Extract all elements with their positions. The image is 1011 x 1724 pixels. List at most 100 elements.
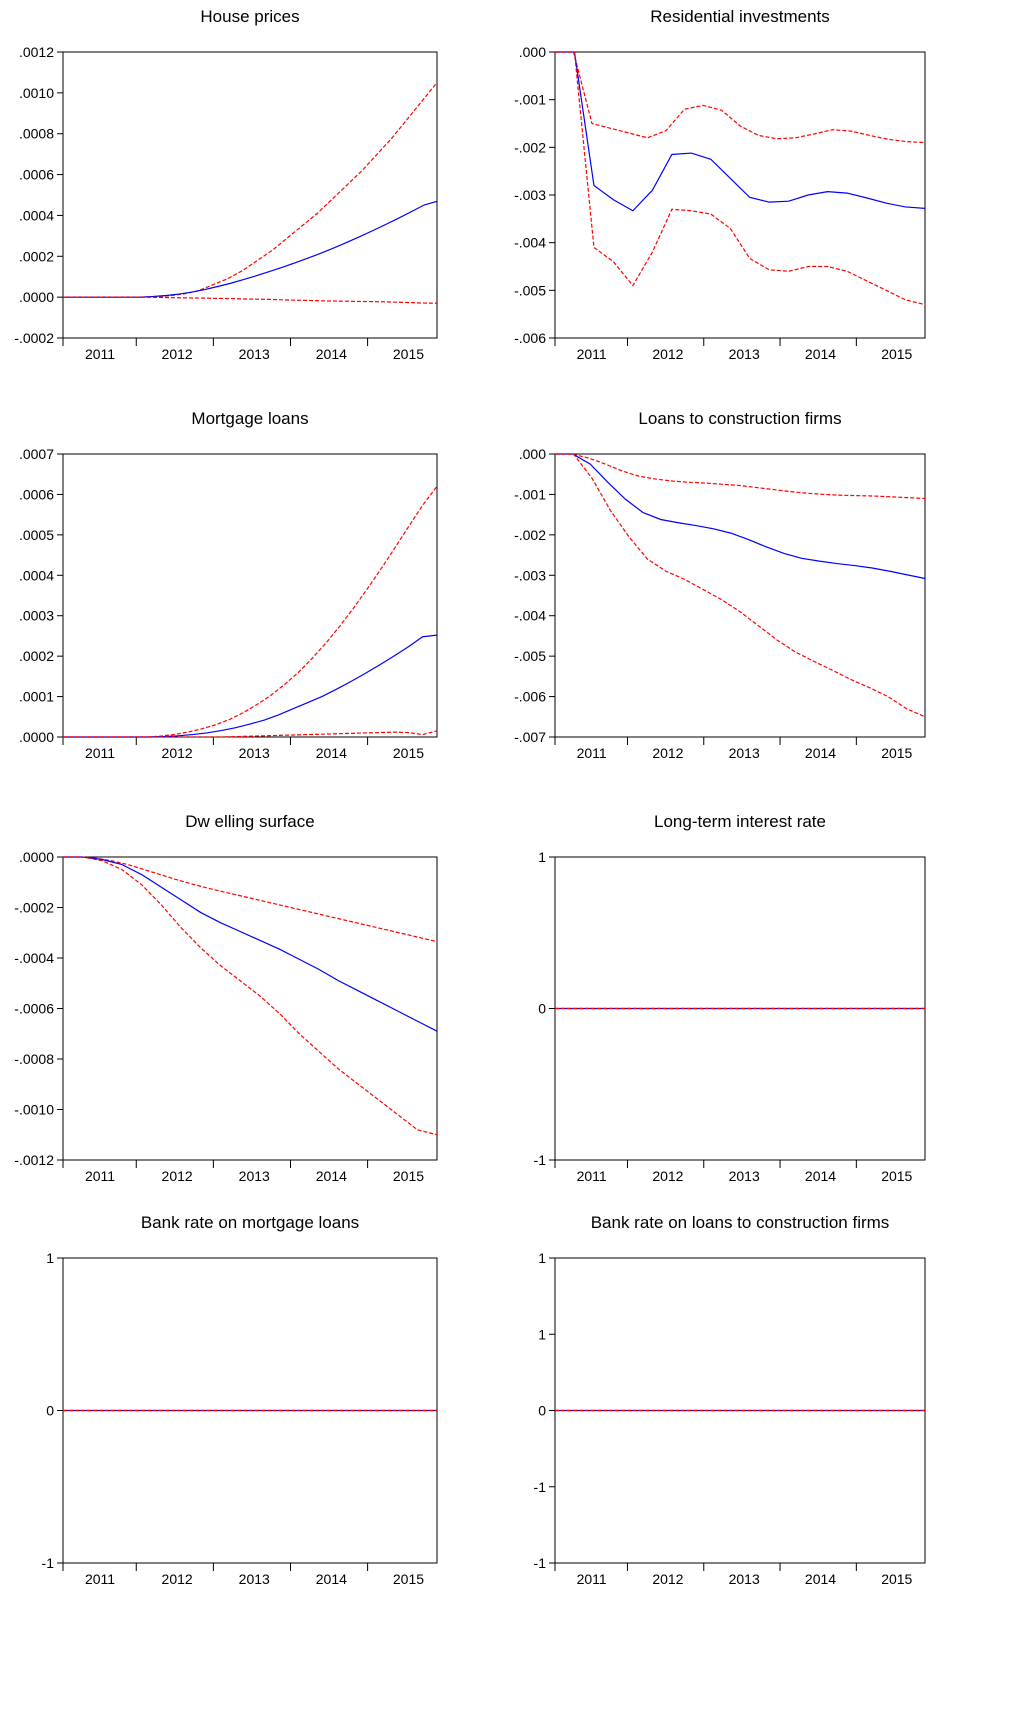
y-tick-label: .0012 (19, 44, 54, 60)
y-tick-label: .0005 (19, 527, 54, 543)
x-tick-label: 2015 (881, 346, 912, 362)
series-line-lower (63, 296, 438, 304)
chart-title: Dw elling surface (185, 812, 314, 831)
series-line-lower (63, 856, 438, 1136)
x-tick-label: 2015 (393, 346, 424, 362)
y-tick-label: .0004 (19, 207, 54, 223)
x-tick-label: 2013 (239, 745, 270, 761)
series-line-upper (555, 453, 926, 500)
x-tick-label: 2015 (393, 1571, 424, 1587)
x-tick-label: 2014 (316, 745, 347, 761)
plot-frame (62, 856, 438, 1161)
y-tick-label: -.005 (514, 282, 546, 298)
y-tick-label: -.001 (514, 92, 546, 108)
chart-panel-4: Loans to construction firms .000 -.001 -.00… (514, 409, 926, 761)
plot-frame (554, 51, 926, 339)
y-tick-label: -.004 (514, 608, 546, 624)
chart-title: Loans to construction firms (638, 409, 841, 428)
y-tick-label: .0000 (19, 729, 54, 745)
y-tick-label: 1 (538, 1250, 546, 1266)
y-tick-label: -.0002 (14, 900, 54, 916)
x-tick-label: 2014 (805, 346, 836, 362)
chart-panel-5: Dw elling surface .0000 -.0002 -.0004 -.0006… (14, 812, 438, 1184)
x-tick-label: 2014 (316, 1168, 347, 1184)
x-tick-label: 2012 (162, 1571, 193, 1587)
y-tick-label: .0010 (19, 85, 54, 101)
series-line-median (63, 856, 438, 1032)
y-tick-label: 1 (538, 849, 546, 865)
plot-frame (554, 453, 926, 738)
chart-title: House prices (200, 7, 299, 26)
y-tick-label: -.006 (514, 330, 546, 346)
y-tick-label: -1 (42, 1555, 55, 1571)
x-tick-label: 2013 (239, 1168, 270, 1184)
y-tick-label: .0000 (19, 289, 54, 305)
chart-panel-7: Bank rate on mortgage loans 1 0 -1 2011 2012 2… (42, 1213, 438, 1587)
x-tick-label: 2014 (805, 745, 836, 761)
plot-frame (62, 453, 438, 738)
y-tick-label: -.006 (514, 689, 546, 705)
y-tick-label: -.0010 (14, 1102, 54, 1118)
y-tick-label: .0004 (19, 567, 54, 583)
x-tick-label: 2014 (316, 346, 347, 362)
chart-title: Bank rate on loans to construction firms (591, 1213, 890, 1232)
x-tick-label: 2011 (577, 1168, 607, 1184)
x-tick-label: 2015 (881, 1168, 912, 1184)
y-tick-label: .0001 (19, 689, 54, 705)
x-tick-label: 2011 (85, 1168, 115, 1184)
series-line-median (63, 634, 438, 738)
chart-panel-3: Mortgage loans .0007 .0006 .0005 .0004 .0003.… (19, 409, 438, 761)
x-tick-label: 2013 (729, 1168, 760, 1184)
x-tick-label: 2013 (729, 346, 760, 362)
y-tick-label: .0007 (19, 446, 54, 462)
y-tick-label: 1 (538, 1326, 546, 1342)
y-tick-label: .0006 (19, 486, 54, 502)
y-tick-label: -.0008 (14, 1051, 54, 1067)
x-tick-label: 2015 (881, 745, 912, 761)
y-tick-label: -.003 (514, 567, 546, 583)
chart-panel-6: Long-term interest rate 1 0 -1 2011 2012 2013 2… (534, 812, 926, 1184)
x-tick-label: 2012 (162, 346, 193, 362)
y-tick-label: 0 (538, 1001, 546, 1017)
chart-title: Long-term interest rate (654, 812, 826, 831)
x-tick-label: 2012 (652, 1571, 683, 1587)
x-tick-label: 2012 (162, 1168, 193, 1184)
x-tick-label: 2015 (881, 1571, 912, 1587)
chart-panel-8: Bank rate on loans to construction firms… (534, 1213, 926, 1587)
y-tick-label: -1 (534, 1152, 547, 1168)
x-tick-label: 2011 (85, 346, 115, 362)
y-tick-label: 0 (538, 1403, 546, 1419)
y-tick-label: .0006 (19, 167, 54, 183)
y-tick-label: .000 (519, 44, 546, 60)
x-tick-label: 2012 (652, 346, 683, 362)
x-tick-label: 2011 (577, 1571, 607, 1587)
y-tick-label: .0000 (19, 849, 54, 865)
chart-title: Residential investments (650, 7, 830, 26)
chart-panel-2: Residential investments .000 -.001 -.002 -.0… (514, 7, 926, 362)
y-tick-label: -.002 (514, 527, 546, 543)
y-tick-label: -.005 (514, 648, 546, 664)
y-tick-label: -.007 (514, 729, 546, 745)
x-tick-label: 2013 (239, 1571, 270, 1587)
y-tick-label: -1 (534, 1479, 547, 1495)
y-tick-label: .0003 (19, 608, 54, 624)
y-tick-label: .000 (519, 446, 546, 462)
x-tick-label: 2014 (805, 1571, 836, 1587)
y-tick-label: .0002 (19, 248, 54, 264)
x-tick-label: 2015 (393, 1168, 424, 1184)
x-tick-label: 2012 (652, 1168, 683, 1184)
series-line-upper (63, 856, 438, 943)
y-tick-label: .0002 (19, 648, 54, 664)
series-line-lower (555, 51, 926, 306)
y-tick-label: -1 (534, 1555, 547, 1571)
chart-title: Mortgage loans (191, 409, 308, 428)
y-tick-label: -.001 (514, 486, 546, 502)
x-tick-label: 2013 (729, 1571, 760, 1587)
series-line-lower (63, 730, 438, 738)
series-line-lower (555, 453, 926, 718)
y-tick-label: 1 (46, 1250, 54, 1266)
series-line-upper (63, 485, 438, 738)
y-tick-label: -.0002 (14, 330, 54, 346)
